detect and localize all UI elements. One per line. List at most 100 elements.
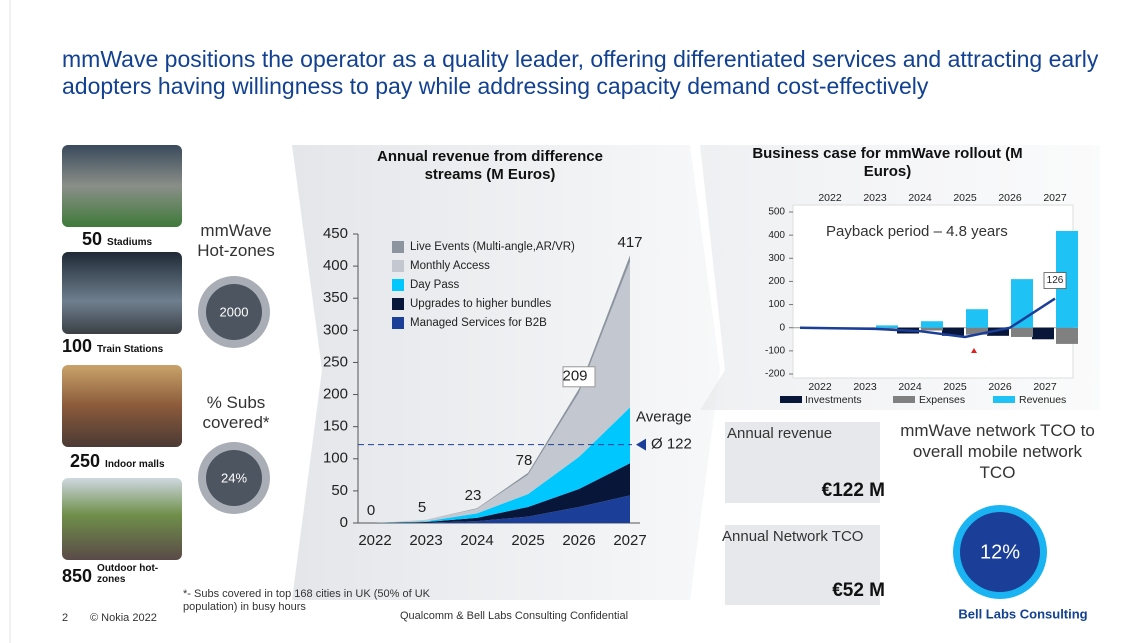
x-tick-label-top: 2027 [1043, 192, 1067, 204]
line [799, 297, 1056, 339]
average-value: Ø 122 [651, 436, 692, 453]
kpi-box [725, 422, 880, 503]
kpi-value: €52 M [832, 580, 885, 601]
x-tick-label: 2023 [853, 381, 877, 393]
y-tick-label: 400 [768, 230, 785, 241]
tco-ratio: 12% [980, 541, 1020, 563]
legend-label: Revenues [1019, 394, 1066, 406]
legend-swatch [392, 279, 404, 291]
bar [876, 327, 898, 329]
tco-ratio-label: mmWave network TCO to overall mobile net… [900, 421, 1095, 482]
legend-swatch [392, 241, 404, 253]
y-tick-label: 200 [323, 386, 348, 403]
confidential: Qualcomm & Bell Labs Consulting Confiden… [400, 610, 628, 622]
hot-zone: 100 Train Stations [62, 336, 163, 357]
y-tick-label: 150 [323, 418, 348, 435]
average-arrow [636, 438, 646, 451]
hot-zone: 850 Outdoor hot-zones [62, 563, 159, 587]
y-tick-label: -200 [765, 369, 785, 380]
slide-title: mmWave positions the operator as a quali… [62, 46, 1099, 99]
x-tick-label: 2024 [898, 381, 922, 393]
legend-swatch [392, 298, 404, 310]
subs-covered: 24% [221, 470, 247, 485]
x-tick-label-top: 2025 [953, 192, 977, 204]
average-label: Average [636, 409, 692, 426]
ring-inner [206, 450, 262, 506]
name: Stadiums [107, 237, 153, 248]
copyright: © Nokia 2022 [90, 612, 157, 624]
total-label: 417 [617, 234, 642, 251]
photo-station [62, 252, 182, 334]
y-tick-label: 100 [768, 299, 785, 310]
x-tick-label: 2027 [1033, 381, 1057, 393]
total-label: 78 [516, 452, 533, 469]
hot-zone: 50 Stadiums [82, 229, 152, 250]
legend-label: Live Events (Multi-angle,AR/VR) [410, 241, 575, 253]
bar [1011, 327, 1033, 337]
legend-swatch [993, 396, 1015, 403]
brand: Bell Labs Consulting [958, 606, 1087, 621]
kpi-box [725, 525, 880, 605]
area [375, 463, 630, 523]
y-tick-label: 450 [323, 225, 348, 242]
x-tick-label-top: 2026 [998, 192, 1022, 204]
x-tick-label: 2026 [562, 532, 595, 549]
label-box [1043, 272, 1067, 289]
bar [1056, 327, 1078, 344]
y-tick-label: 0 [779, 322, 785, 333]
ring-inner [206, 284, 262, 340]
bar [921, 321, 943, 328]
x-tick-label: 2026 [988, 381, 1012, 393]
legend-label: Expenses [919, 394, 965, 406]
legend-swatch [780, 396, 802, 403]
photo-outdoor [62, 478, 182, 560]
x-tick-label-top: 2022 [818, 192, 842, 204]
total-label: 0 [367, 502, 375, 519]
line-label: 126 [1047, 275, 1064, 286]
marker [971, 348, 977, 353]
chart-title: Business case for mmWave rollout (M Euro… [752, 145, 1023, 180]
bar [1032, 327, 1054, 340]
kpi-label: Annual Network TCO [722, 528, 864, 545]
legend-label: Day Pass [410, 279, 459, 291]
legend-label: Monthly Access [410, 260, 490, 272]
photo-stadium [62, 145, 182, 227]
count: 50 [82, 229, 103, 249]
legend-swatch [392, 317, 404, 329]
y-tick-label: 300 [323, 321, 348, 338]
legend-swatch [893, 396, 915, 403]
y-tick-label: -100 [765, 345, 785, 356]
legend-swatch [392, 260, 404, 272]
hot-zones-total: 2000 [220, 304, 249, 319]
kpi-label: Annual revenue [727, 425, 833, 442]
y-tick-label: 200 [768, 276, 785, 287]
footnote: *- Subs covered in top 168 cities in UK … [183, 588, 431, 613]
bar [921, 327, 943, 331]
bar [942, 327, 964, 336]
subs-label: % Subs covered* [202, 393, 270, 432]
x-tick-label: 2027 [613, 532, 646, 549]
y-tick-label: 250 [323, 353, 348, 370]
total-label: 23 [465, 487, 482, 504]
bar [987, 327, 1009, 336]
total-label: 5 [418, 499, 426, 516]
area [375, 495, 630, 523]
page-number: 2 [62, 612, 68, 624]
name: Indoor malls [105, 459, 165, 470]
y-tick-label: 500 [768, 207, 785, 218]
y-tick-label: 300 [768, 253, 785, 264]
count: 100 [62, 336, 93, 356]
x-tick-label: 2022 [358, 532, 391, 549]
y-tick-label: 400 [323, 257, 348, 274]
x-tick-label-top: 2024 [908, 192, 932, 204]
y-tick-label: 350 [323, 289, 348, 306]
y-tick-label: 50 [331, 482, 348, 499]
y-tick-label: 100 [323, 450, 348, 467]
chevron-bg [292, 145, 720, 600]
legend-label: Investments [805, 394, 862, 406]
chart-title: Annual revenue from difference streams (… [377, 148, 603, 183]
ratio-inner [960, 512, 1040, 592]
x-tick-label-top: 2023 [863, 192, 887, 204]
